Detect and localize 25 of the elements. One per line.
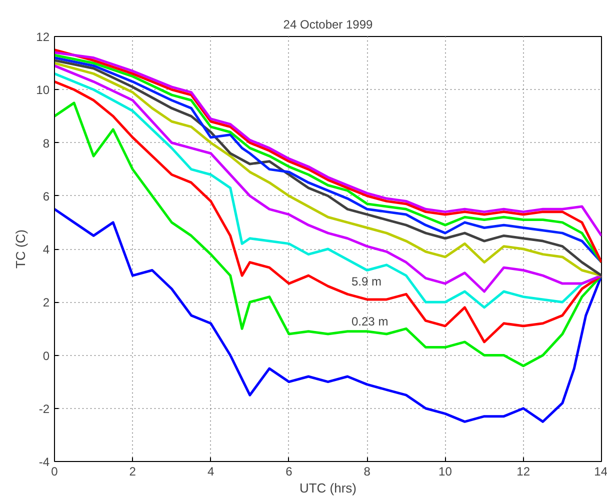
- annotation: 0.23 m: [352, 314, 388, 328]
- y-tick-label: 4: [42, 242, 50, 256]
- y-tick-label: 10: [36, 83, 50, 98]
- annotation: 5.9 m: [352, 274, 382, 288]
- line-series: [54, 80, 602, 344]
- y-tick-label: -2: [38, 402, 50, 416]
- x-tick-label: 14: [594, 464, 607, 478]
- x-axis-title: UTC (hrs): [299, 480, 357, 496]
- x-tick-label: 6: [286, 464, 293, 478]
- line-series: [54, 102, 602, 368]
- y-axis-title: TC (C): [13, 229, 28, 268]
- x-tick-label: 2: [129, 464, 136, 478]
- chart-title: 24 October 1999: [283, 18, 374, 32]
- line-series: [54, 208, 602, 423]
- y-tick-label: 0: [42, 348, 50, 363]
- y-tick-label: 12: [36, 30, 50, 44]
- x-tick-label: 8: [364, 464, 371, 478]
- y-tick-label: -4: [38, 455, 50, 469]
- y-tick-label: 2: [42, 296, 50, 310]
- y-tick-label: 8: [42, 136, 50, 150]
- x-tick-label: 12: [516, 464, 530, 478]
- x-tick-label: 10: [438, 464, 452, 478]
- x-tick-label: 4: [207, 464, 214, 478]
- y-tick-label: 6: [42, 189, 50, 204]
- x-tick-label: 0: [51, 464, 58, 478]
